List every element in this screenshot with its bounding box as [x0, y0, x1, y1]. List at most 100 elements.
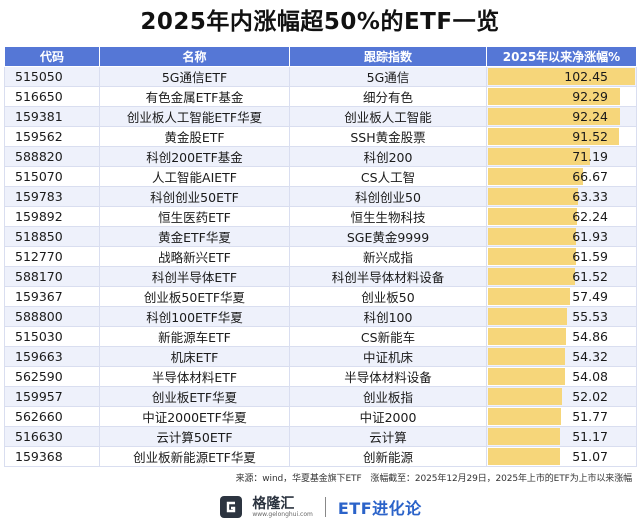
- cell-index: 科创100: [289, 306, 487, 327]
- cell-name: 恒生医药ETF: [99, 206, 290, 227]
- cell-return: 92.29: [486, 86, 637, 107]
- cell-return: 57.49: [486, 286, 637, 307]
- return-bar: [488, 288, 570, 305]
- table-row: 562660 中证2000ETF华夏 中证2000 51.77: [4, 406, 637, 427]
- logo-url: www.gelonghui.com: [252, 510, 313, 518]
- return-bar: [488, 208, 577, 225]
- table-row: 159367 创业板50ETF华夏 创业板50 57.49: [4, 286, 637, 307]
- cell-index: 云计算: [289, 426, 487, 447]
- cell-code: 159783: [4, 186, 100, 207]
- return-value: 51.07: [572, 449, 608, 464]
- brand-name: ETF进化论: [337, 499, 422, 518]
- return-value: 71.19: [572, 149, 608, 164]
- cell-name: 战略新兴ETF: [99, 246, 290, 267]
- cell-code: 159663: [4, 346, 100, 367]
- cell-index: 创业板50: [289, 286, 487, 307]
- cell-code: 159562: [4, 126, 100, 147]
- table-row: 588800 科创100ETF华夏 科创100 55.53: [4, 306, 637, 327]
- return-bar: [488, 368, 565, 385]
- table-row: 588820 科创200ETF基金 科创200 71.19: [4, 146, 637, 167]
- return-value: 55.53: [572, 309, 608, 324]
- cell-index: 半导体材料设备: [289, 366, 487, 387]
- cell-return: 54.86: [486, 326, 637, 347]
- cell-return: 71.19: [486, 146, 637, 167]
- return-bar: [488, 88, 621, 105]
- cell-code: 515050: [4, 66, 100, 87]
- return-value: 102.45: [564, 69, 608, 84]
- return-value: 91.52: [572, 129, 608, 144]
- cell-name: 云计算50ETF: [99, 426, 290, 447]
- cell-return: 62.24: [486, 206, 637, 227]
- cell-code: 159368: [4, 446, 100, 467]
- return-value: 54.86: [572, 329, 608, 344]
- header-return: 2025年以来净涨幅%: [486, 46, 637, 67]
- footer-brand: 格隆汇 www.gelonghui.com ETF进化论: [0, 492, 640, 522]
- cell-name: 新能源车ETF: [99, 326, 290, 347]
- table-row: 516650 有色金属ETF基金 细分有色 92.29: [4, 86, 637, 107]
- return-bar: [488, 128, 620, 145]
- header-code: 代码: [4, 46, 100, 67]
- cell-code: 562590: [4, 366, 100, 387]
- cell-index: 创新能源: [289, 446, 487, 467]
- return-bar: [488, 248, 576, 265]
- cell-index: 创业板人工智能: [289, 106, 487, 127]
- cell-return: 55.53: [486, 306, 637, 327]
- cell-name: 科创100ETF华夏: [99, 306, 290, 327]
- cell-index: SGE黄金9999: [289, 226, 487, 247]
- cell-name: 人工智能AIETF: [99, 166, 290, 187]
- cell-index: 中证2000: [289, 406, 487, 427]
- return-value: 92.24: [572, 109, 608, 124]
- cell-index: 中证机床: [289, 346, 487, 367]
- cell-code: 588800: [4, 306, 100, 327]
- table-row: 159381 创业板人工智能ETF华夏 创业板人工智能 92.24: [4, 106, 637, 127]
- table-row: 515030 新能源车ETF CS新能车 54.86: [4, 326, 637, 347]
- return-bar: [488, 448, 561, 465]
- table-row: 159957 创业板ETF华夏 创业板指 52.02: [4, 386, 637, 407]
- return-value: 63.33: [572, 189, 608, 204]
- return-bar: [488, 268, 576, 285]
- cell-index: CS新能车: [289, 326, 487, 347]
- return-bar: [488, 188, 579, 205]
- cell-return: 66.67: [486, 166, 637, 187]
- cell-return: 52.02: [486, 386, 637, 407]
- cell-index: 创业板指: [289, 386, 487, 407]
- table-row: 515050 5G通信ETF 5G通信 102.45: [4, 66, 637, 87]
- cell-code: 159381: [4, 106, 100, 127]
- return-value: 51.77: [572, 409, 608, 424]
- cell-index: 细分有色: [289, 86, 487, 107]
- cell-name: 黄金股ETF: [99, 126, 290, 147]
- table-body: 515050 5G通信ETF 5G通信 102.45 516650 有色金属ETF基金 细分…: [4, 66, 637, 467]
- table-row: 515070 人工智能AIETF CS人工智 66.67: [4, 166, 637, 187]
- cell-code: 516630: [4, 426, 100, 447]
- cell-code: 518850: [4, 226, 100, 247]
- return-value: 51.17: [572, 429, 608, 444]
- cell-name: 创业板50ETF华夏: [99, 286, 290, 307]
- cell-name: 科创200ETF基金: [99, 146, 290, 167]
- cell-name: 5G通信ETF: [99, 66, 290, 87]
- cell-code: 512770: [4, 246, 100, 267]
- cell-index: 科创200: [289, 146, 487, 167]
- return-value: 61.93: [572, 229, 608, 244]
- cell-return: 91.52: [486, 126, 637, 147]
- return-bar: [488, 68, 635, 85]
- cell-index: 新兴成指: [289, 246, 487, 267]
- return-value: 54.32: [572, 349, 608, 364]
- return-bar: [488, 348, 565, 365]
- cell-return: 54.08: [486, 366, 637, 387]
- table-row: 159783 科创创业50ETF 科创创业50 63.33: [4, 186, 637, 207]
- cell-code: 159367: [4, 286, 100, 307]
- return-value: 62.24: [572, 209, 608, 224]
- page-title: 2025年内涨幅超50%的ETF一览: [140, 9, 500, 35]
- cell-name: 科创半导体ETF: [99, 266, 290, 287]
- cell-return: 61.93: [486, 226, 637, 247]
- cell-return: 51.17: [486, 426, 637, 447]
- cell-name: 科创创业50ETF: [99, 186, 290, 207]
- cell-index: CS人工智: [289, 166, 487, 187]
- cell-code: 562660: [4, 406, 100, 427]
- cell-code: 588170: [4, 266, 100, 287]
- return-bar: [488, 408, 562, 425]
- cell-index: SSH黄金股票: [289, 126, 487, 147]
- cell-name: 创业板人工智能ETF华夏: [99, 106, 290, 127]
- cell-index: 科创半导体材料设备: [289, 266, 487, 287]
- cell-code: 588820: [4, 146, 100, 167]
